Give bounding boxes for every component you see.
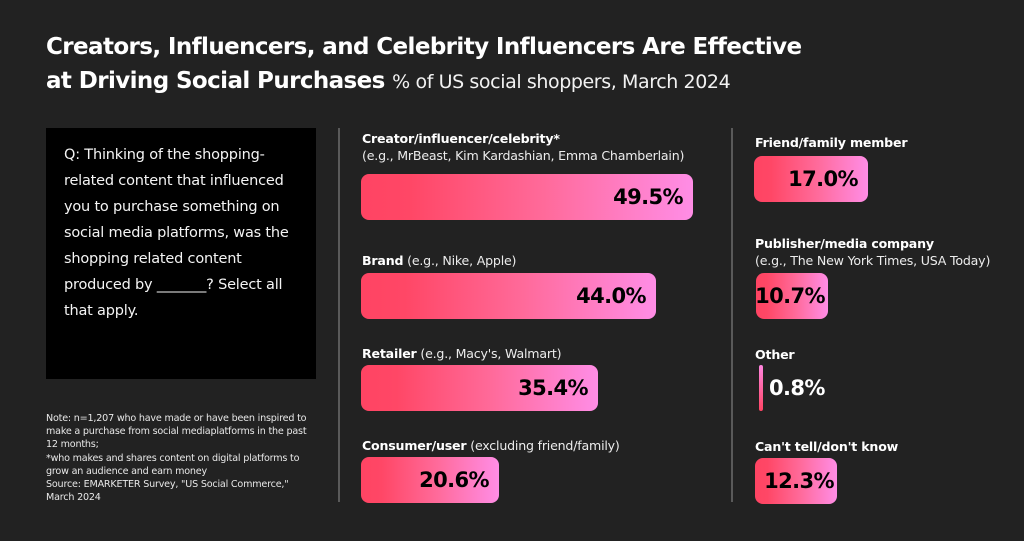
chart-note: Note: n=1,207 who have made or have been… xyxy=(46,412,316,504)
bar-cant-tell: 12.3% xyxy=(755,458,837,504)
category-example: (e.g., Nike, Apple) xyxy=(407,253,517,268)
data-label-retailer: 35.4% xyxy=(518,376,588,400)
title-line-2: at Driving Social Purchases % of US soci… xyxy=(46,64,1006,99)
bar-creator: 49.5% xyxy=(361,174,693,220)
note-sample: Note: n=1,207 who have made or have been… xyxy=(46,413,307,451)
category-name: Consumer/user xyxy=(362,438,467,453)
data-label-brand: 44.0% xyxy=(576,284,646,308)
category-example: (e.g., Macy's, Walmart) xyxy=(420,346,562,361)
category-label-cant-tell: Can't tell/don't know xyxy=(755,438,898,455)
category-label-consumer: Consumer/user (excluding friend/family) xyxy=(362,437,620,454)
question-box: Q: Thinking of the shopping-related cont… xyxy=(46,128,316,379)
data-label-friend-family: 17.0% xyxy=(788,167,858,191)
data-label-publisher: 10.7% xyxy=(755,284,825,308)
data-label-cant-tell: 12.3% xyxy=(764,469,834,493)
category-name: Friend/family member xyxy=(755,135,908,150)
category-name: Other xyxy=(755,347,795,362)
bar-consumer: 20.6% xyxy=(361,457,499,503)
data-label-creator: 49.5% xyxy=(613,185,683,209)
data-label-consumer: 20.6% xyxy=(419,468,489,492)
title-line-2-text: at Driving Social Purchases xyxy=(46,68,385,94)
right-divider xyxy=(731,128,733,502)
note-definition: *who makes and shares content on digital… xyxy=(46,452,300,477)
note-source: Source: EMARKETER Survey, "US Social Com… xyxy=(46,479,289,504)
question-text: Q: Thinking of the shopping-related cont… xyxy=(64,147,289,319)
data-label-other: 0.8% xyxy=(769,376,825,400)
category-example: (excluding friend/family) xyxy=(470,438,620,453)
category-name: Brand xyxy=(362,253,404,268)
bar-other xyxy=(759,365,763,411)
title-line-1: Creators, Influencers, and Celebrity Inf… xyxy=(46,34,802,60)
category-example: (e.g., The New York Times, USA Today) xyxy=(755,253,991,268)
bar-retailer: 35.4% xyxy=(361,365,598,411)
category-label-brand: Brand (e.g., Nike, Apple) xyxy=(362,252,516,269)
category-label-publisher: Publisher/media company (e.g., The New Yo… xyxy=(755,235,990,269)
category-label-creator: Creator/influencer/celebrity* (e.g., MrBe… xyxy=(362,130,684,164)
category-name: Can't tell/don't know xyxy=(755,439,899,454)
bar-friend-family: 17.0% xyxy=(754,156,868,202)
category-name: Creator/influencer/celebrity* xyxy=(362,131,560,146)
category-label-other: Other xyxy=(755,346,795,363)
chart-subtitle: % of US social shoppers, March 2024 xyxy=(392,71,731,93)
left-divider xyxy=(338,128,340,502)
bar-brand: 44.0% xyxy=(361,273,656,319)
category-name: Retailer xyxy=(362,346,417,361)
category-label-retailer: Retailer (e.g., Macy's, Walmart) xyxy=(362,345,561,362)
chart-title: Creators, Influencers, and Celebrity Inf… xyxy=(46,30,1006,99)
category-name: Publisher/media company xyxy=(755,236,934,251)
category-label-friend-family: Friend/family member xyxy=(755,134,908,151)
bar-publisher: 10.7% xyxy=(755,273,828,319)
category-example: (e.g., MrBeast, Kim Kardashian, Emma Cha… xyxy=(362,148,685,163)
